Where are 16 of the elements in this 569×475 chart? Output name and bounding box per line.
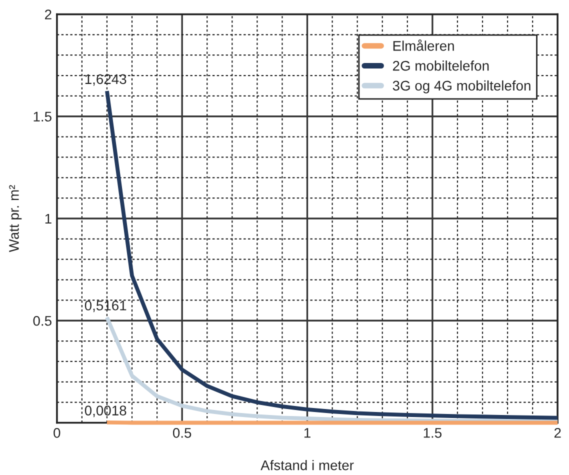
legend-label: 2G mobiltelefon bbox=[392, 60, 489, 71]
x-axis-title: Afstand i meter bbox=[260, 460, 354, 470]
x-tick-label: 1 bbox=[304, 428, 310, 438]
y-tick-label: 2 bbox=[45, 10, 52, 20]
x-tick-label: 0 bbox=[54, 428, 60, 438]
data-label: 0,5161 bbox=[84, 300, 126, 312]
legend-label: Elmåleren bbox=[393, 40, 454, 51]
data-label: 0,0018 bbox=[84, 406, 126, 418]
x-tick-label: 2 bbox=[554, 428, 561, 438]
y-tick-label: 1.5 bbox=[34, 112, 52, 122]
x-tick-label: 1.5 bbox=[424, 428, 442, 438]
y-tick-label: 1 bbox=[45, 214, 52, 224]
legend-label: 3G og 4G mobiltelefon bbox=[392, 80, 530, 94]
y-tick-label: 0.5 bbox=[33, 316, 52, 326]
y-axis-title: Watt pr. m² bbox=[9, 185, 22, 252]
x-tick-label: 0.5 bbox=[172, 428, 192, 438]
